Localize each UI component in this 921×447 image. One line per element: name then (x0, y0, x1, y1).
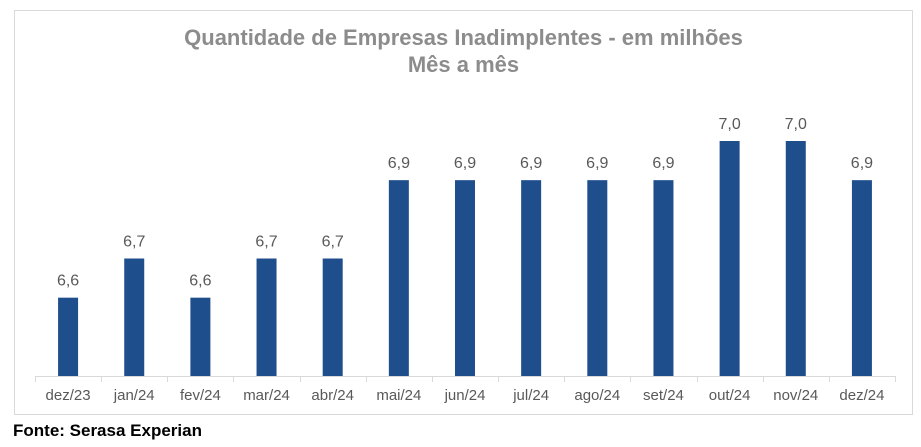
data-label: 6,7 (123, 234, 145, 251)
x-tick-label: fev/24 (180, 387, 221, 404)
bar (256, 258, 277, 376)
chart-subtitle: Mês a mês (407, 52, 520, 77)
x-tick-label: set/24 (643, 387, 684, 404)
data-label: 6,9 (520, 155, 542, 172)
bar (653, 180, 674, 376)
data-label: 6,6 (189, 273, 211, 290)
bar (455, 180, 475, 376)
data-label: 6,9 (454, 155, 476, 172)
bar (388, 180, 409, 376)
bar-chart-plot: 6,6 dez/23 6,7 jan/24 6,6 fev/24 6,7 mar/24 6,7 a… (35, 116, 896, 404)
x-tick-label: dez/23 (46, 387, 91, 404)
bar (785, 141, 806, 376)
data-label: 7,0 (718, 116, 740, 133)
bar (58, 297, 79, 376)
x-tick-label: dez/24 (839, 387, 884, 404)
x-tick-label: ago/24 (574, 387, 620, 404)
bar (521, 180, 542, 376)
bar (190, 297, 211, 376)
data-label: 6,7 (322, 234, 344, 251)
x-tick-label: mai/24 (376, 387, 421, 404)
bar (587, 180, 608, 376)
x-tick-label: jun/24 (444, 387, 486, 404)
x-tick-label: nov/24 (773, 387, 818, 404)
source-note: Fonte: Serasa Experian (13, 421, 202, 440)
x-tick-label: mar/24 (243, 387, 290, 404)
bar (719, 141, 740, 376)
data-label: 6,9 (851, 155, 873, 172)
bar (124, 258, 145, 376)
x-tick-label: jul/24 (512, 387, 549, 404)
data-label: 6,7 (255, 234, 277, 251)
chart-title: Quantidade de Empresas Inadimplentes - e… (184, 25, 743, 50)
bar (322, 258, 343, 376)
data-label: 6,9 (652, 155, 674, 172)
x-tick-label: jan/24 (113, 387, 155, 404)
data-label: 6,6 (57, 273, 79, 290)
x-tick-label: abr/24 (311, 387, 354, 404)
data-label: 7,0 (785, 116, 807, 133)
bar (851, 180, 872, 376)
x-tick-label: out/24 (709, 387, 751, 404)
data-label: 6,9 (388, 155, 410, 172)
chart-frame: Quantidade de Empresas Inadimplentes - e… (14, 10, 913, 415)
data-label: 6,9 (586, 155, 608, 172)
